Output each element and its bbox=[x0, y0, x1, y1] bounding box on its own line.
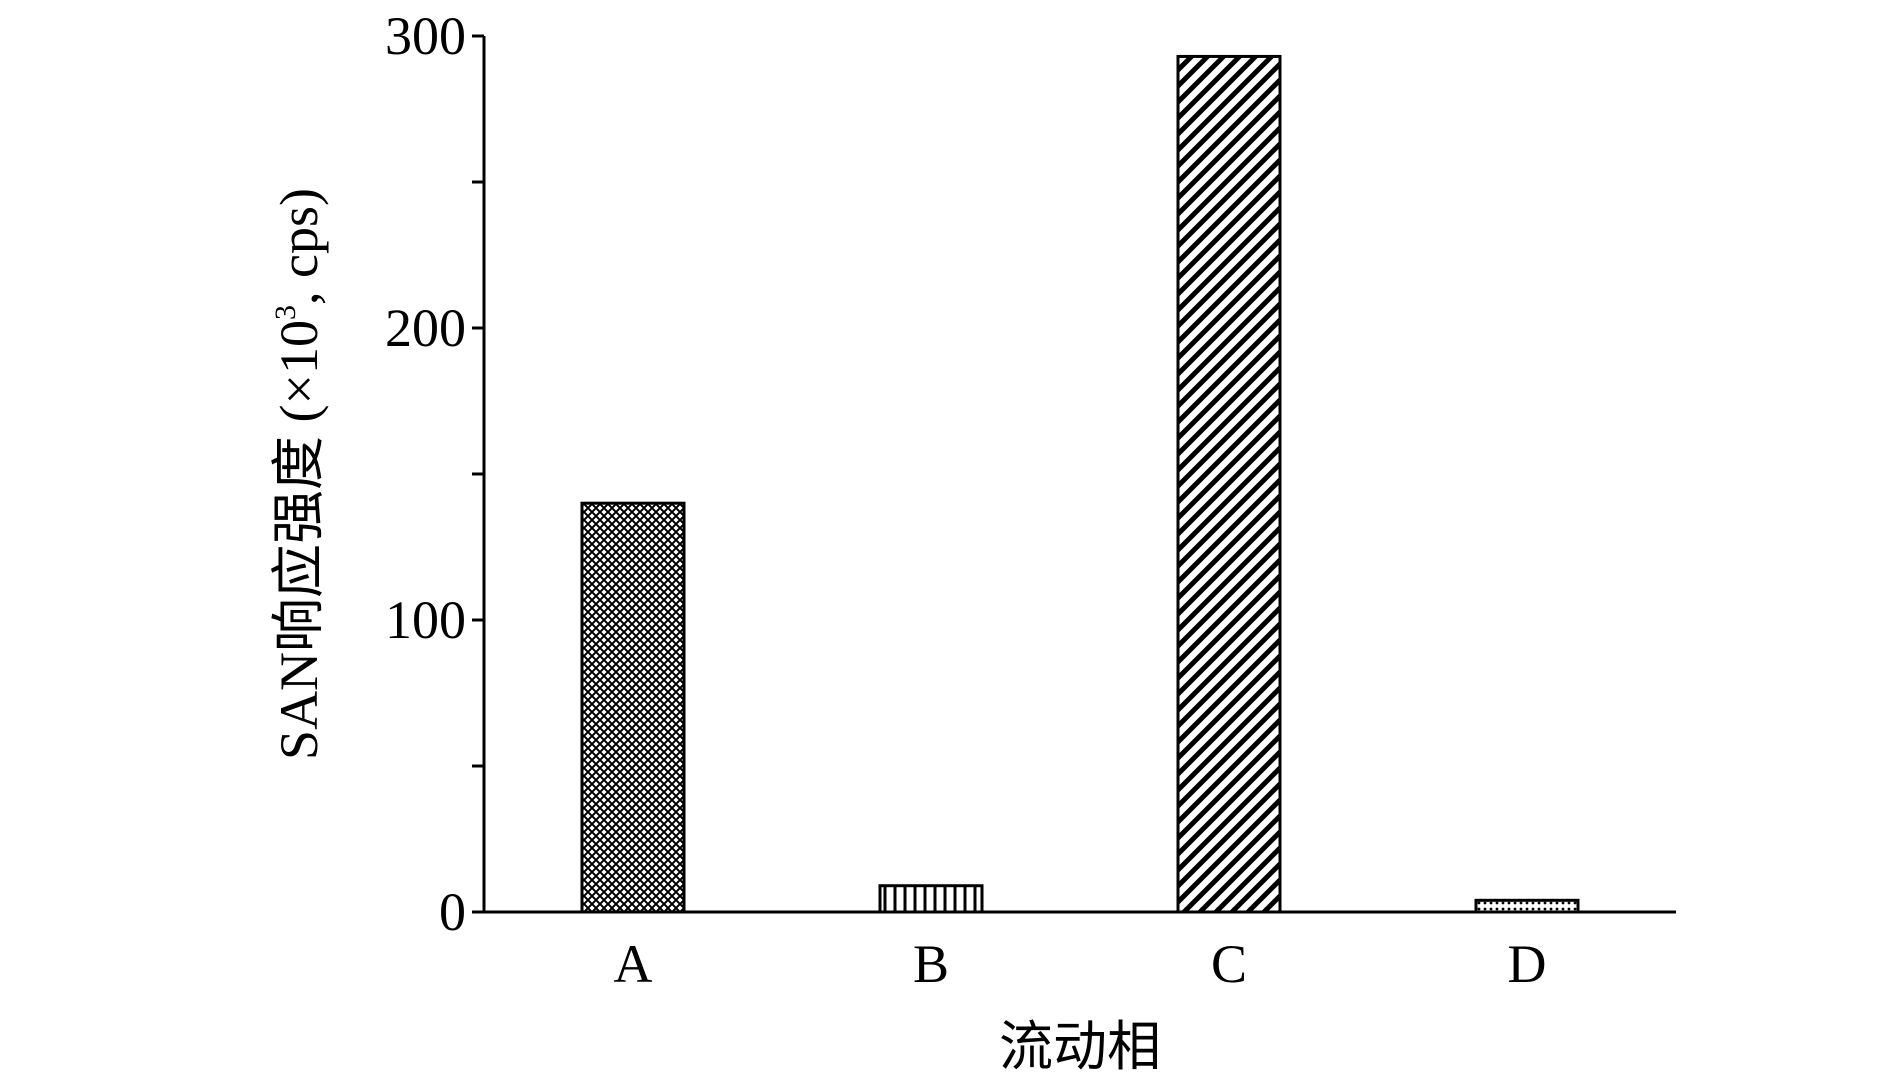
x-axis-title: 流动相 bbox=[999, 1017, 1161, 1072]
x-tick-label-b: B bbox=[913, 934, 949, 994]
bar-d bbox=[1474, 898, 1580, 914]
x-tick-label-c: C bbox=[1211, 934, 1247, 994]
y-tick-label-300: 300 bbox=[385, 6, 466, 66]
bar-a bbox=[580, 501, 686, 914]
x-tick-label-a: A bbox=[614, 934, 653, 994]
x-tick-labels-group: A B C D bbox=[614, 934, 1547, 994]
y-tick-label-200: 200 bbox=[385, 298, 466, 358]
y-axis-title-superscript: 3 bbox=[269, 305, 302, 320]
x-tick-label-d: D bbox=[1508, 934, 1547, 994]
y-tick-label-0: 0 bbox=[439, 882, 466, 942]
y-axis-title-tail: , cps) bbox=[269, 188, 329, 305]
y-axis-title: SAN响应强度 (×103, cps) bbox=[269, 188, 329, 760]
y-axis-title-main: SAN响应强度 (×10 bbox=[269, 320, 329, 760]
bar-c bbox=[1176, 54, 1282, 914]
bar-b bbox=[878, 884, 984, 914]
bars-group bbox=[580, 54, 1580, 914]
y-ticks-group: 0 100 200 300 bbox=[385, 6, 484, 942]
y-tick-label-100: 100 bbox=[385, 590, 466, 650]
